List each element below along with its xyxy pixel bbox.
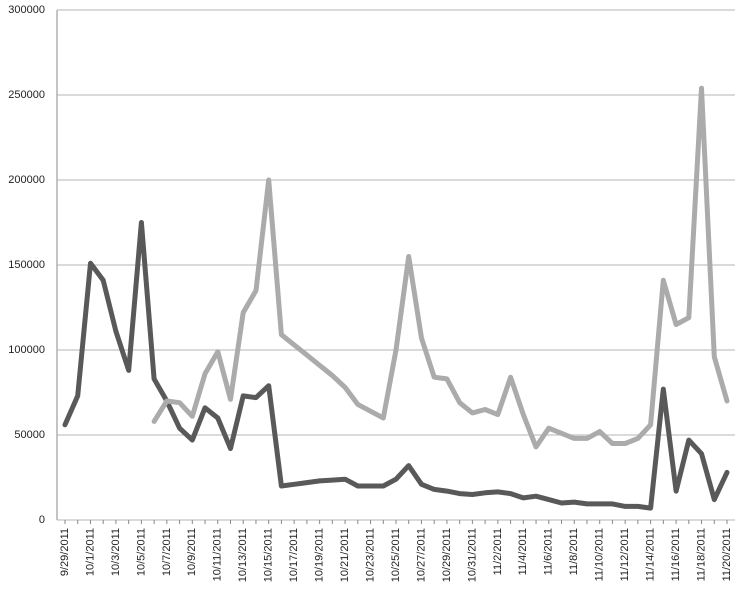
x-tick-label: 11/12/2011 [619,528,631,581]
y-tick-label: 100000 [8,344,45,356]
x-tick-label: 10/3/2011 [110,528,122,576]
series-line [151,85,730,450]
y-tick-label: 0 [39,514,45,526]
x-tick-label: 11/8/2011 [568,528,580,575]
x-tick-label: 10/1/2011 [84,528,96,576]
x-tick-label: 10/7/2011 [161,528,173,576]
y-tick-label: 250000 [8,89,45,101]
y-tick-label: 50000 [14,429,45,441]
x-tick-label: 10/25/2011 [390,528,402,582]
x-tick-label: 11/14/2011 [645,528,657,581]
x-tick-label: 10/17/2011 [288,528,300,582]
x-tick-label: 11/16/2011 [670,528,682,581]
y-tick-label: 300000 [8,4,45,16]
x-tick-label: 11/4/2011 [517,528,529,575]
x-tick-label: 9/29/2011 [59,528,71,576]
x-tick-label: 10/31/2011 [466,528,478,582]
x-tick-label: 10/15/2011 [263,528,275,582]
x-tick-label: 11/20/2011 [721,528,733,581]
x-tick-label: 10/23/2011 [364,528,376,582]
y-tick-label: 150000 [8,259,45,271]
x-tick-label: 11/6/2011 [543,528,555,575]
x-tick-label: 10/29/2011 [441,528,453,582]
y-tick-label: 200000 [8,174,45,186]
x-tick-label: 10/27/2011 [415,528,427,582]
x-tick-label: 10/11/2011 [212,528,224,581]
x-tick-label: 10/13/2011 [237,528,249,582]
x-tick-label: 11/10/2011 [594,528,606,581]
x-tick-label: 11/18/2011 [695,528,707,581]
x-tick-label: 10/9/2011 [186,528,198,576]
x-tick-label: 10/5/2011 [135,528,147,576]
x-tick-label: 11/2/2011 [492,528,504,575]
x-tick-label: 10/21/2011 [339,528,351,582]
x-tick-label: 10/19/2011 [314,528,326,582]
series-line [62,220,730,511]
